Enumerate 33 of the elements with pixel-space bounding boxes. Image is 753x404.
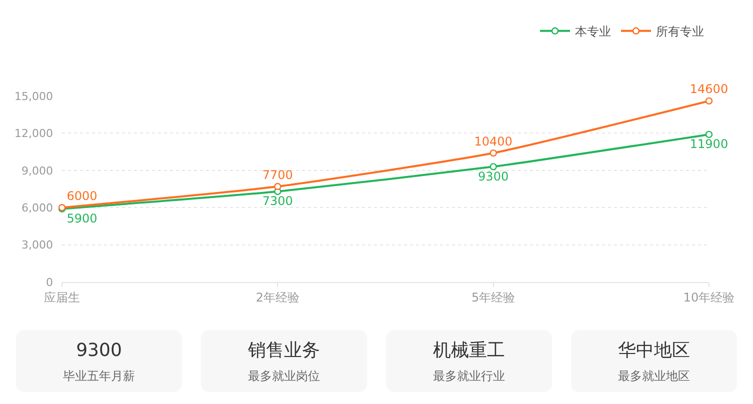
- data-label: 11900: [690, 137, 728, 152]
- text: 机械重工: [432, 340, 506, 362]
- y-tick-label: 3,000: [22, 238, 53, 252]
- y-tick-label: 9,000: [22, 164, 53, 178]
- data-label: 7700: [262, 168, 293, 182]
- data-label: 9300: [478, 169, 509, 184]
- y-tick-label: 6,000: [22, 201, 53, 214]
- data-label: 5900: [66, 212, 98, 226]
- data-label: 14600: [690, 82, 728, 96]
- point: [705, 130, 713, 138]
- x-tick-label: 5年经验: [472, 290, 516, 304]
- point: [705, 97, 713, 105]
- data-label: 7300: [262, 194, 293, 208]
- text: 华中地区: [617, 340, 691, 362]
- x-tick-label: 应届生: [44, 290, 80, 304]
- text: 最多就业岗位: [247, 368, 321, 384]
- text: 最多就业行业: [432, 368, 506, 384]
- text: 销售业务: [247, 340, 321, 362]
- data-label: 6000: [66, 188, 98, 203]
- y-tick-label: 0: [46, 276, 53, 289]
- point: [490, 163, 497, 170]
- y-tick-label: 12,000: [14, 127, 53, 140]
- legend-label: 本专业: [575, 24, 611, 39]
- data-label: 10400: [474, 134, 512, 148]
- x-tick-label: 2年经验: [256, 290, 300, 304]
- text: 9300: [75, 340, 123, 362]
- x-tick-label: 10年经验: [683, 290, 735, 304]
- text: 毕业五年月薪: [62, 368, 136, 384]
- point: [490, 149, 497, 157]
- legend-label: 所有专业: [656, 24, 704, 39]
- y-tick-label: 15,000: [14, 90, 53, 103]
- text: 最多就业地区: [617, 368, 691, 384]
- point: [274, 182, 282, 190]
